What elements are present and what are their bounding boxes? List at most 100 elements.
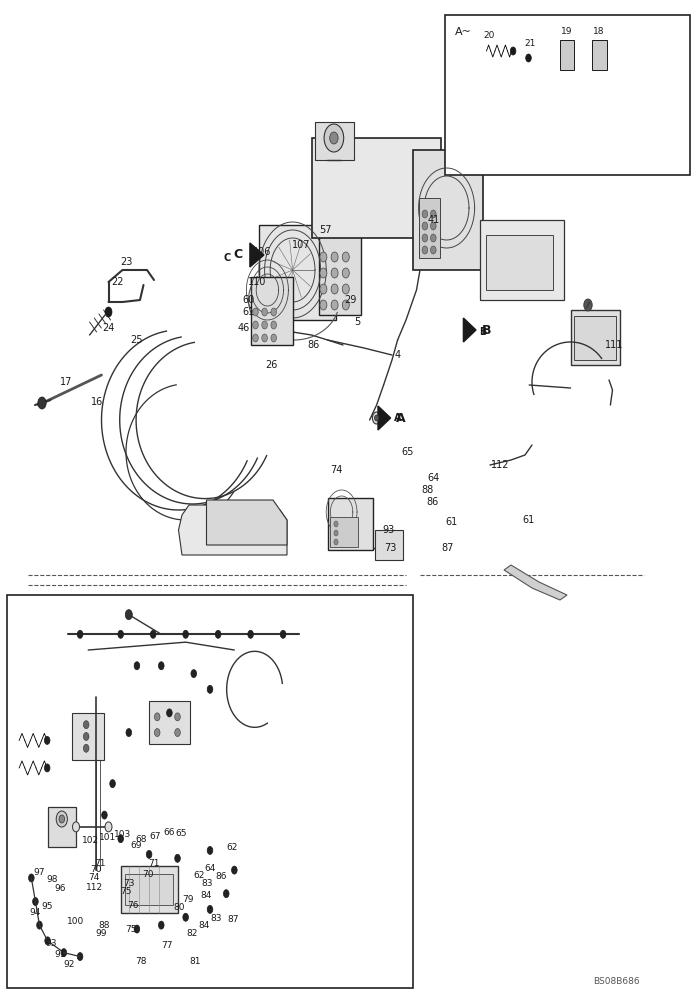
Circle shape bbox=[271, 334, 277, 342]
Polygon shape bbox=[463, 318, 476, 342]
Circle shape bbox=[334, 530, 338, 536]
Circle shape bbox=[125, 610, 132, 620]
Circle shape bbox=[430, 246, 436, 254]
Circle shape bbox=[334, 539, 338, 545]
Text: 60: 60 bbox=[242, 295, 255, 305]
Bar bbox=[486, 235, 553, 290]
Circle shape bbox=[320, 284, 327, 294]
Polygon shape bbox=[378, 406, 391, 430]
Text: 65: 65 bbox=[401, 447, 414, 457]
Circle shape bbox=[330, 132, 338, 144]
Bar bbox=[570, 310, 620, 365]
Bar bbox=[120, 866, 178, 913]
Bar bbox=[374, 530, 402, 560]
Circle shape bbox=[271, 321, 277, 329]
Circle shape bbox=[105, 307, 112, 317]
Text: 71: 71 bbox=[94, 859, 106, 868]
Text: 100: 100 bbox=[66, 917, 84, 926]
Polygon shape bbox=[206, 500, 287, 545]
Text: B: B bbox=[482, 324, 491, 336]
Bar bbox=[48, 807, 76, 847]
Circle shape bbox=[155, 729, 160, 737]
Circle shape bbox=[134, 662, 140, 670]
Circle shape bbox=[175, 854, 181, 862]
Text: 4: 4 bbox=[395, 350, 400, 360]
Text: 73: 73 bbox=[123, 879, 134, 888]
Circle shape bbox=[262, 308, 267, 316]
Text: 22: 22 bbox=[111, 277, 124, 287]
Bar bbox=[560, 40, 574, 70]
Text: 62: 62 bbox=[193, 871, 204, 880]
Circle shape bbox=[83, 744, 89, 752]
Circle shape bbox=[102, 811, 107, 819]
Circle shape bbox=[271, 308, 277, 316]
Bar bbox=[312, 138, 441, 238]
Circle shape bbox=[342, 252, 349, 262]
Circle shape bbox=[248, 630, 253, 638]
Text: 83: 83 bbox=[210, 914, 222, 923]
Circle shape bbox=[324, 124, 344, 152]
Bar bbox=[7, 595, 413, 988]
Text: 81: 81 bbox=[189, 957, 201, 966]
Text: 5: 5 bbox=[354, 317, 360, 327]
Text: 20: 20 bbox=[483, 31, 494, 40]
Text: 103: 103 bbox=[114, 830, 132, 839]
Text: 65: 65 bbox=[176, 829, 188, 838]
Text: 74: 74 bbox=[89, 873, 100, 882]
Text: 77: 77 bbox=[162, 941, 173, 950]
Circle shape bbox=[223, 890, 229, 898]
Bar bbox=[413, 150, 483, 270]
Circle shape bbox=[118, 835, 123, 843]
Circle shape bbox=[126, 729, 132, 737]
Circle shape bbox=[83, 721, 89, 729]
Circle shape bbox=[118, 630, 123, 638]
Bar bbox=[72, 713, 104, 760]
Circle shape bbox=[183, 913, 188, 921]
Circle shape bbox=[253, 308, 258, 316]
Text: 17: 17 bbox=[60, 377, 73, 387]
Circle shape bbox=[44, 764, 50, 772]
Circle shape bbox=[77, 953, 83, 961]
Text: 18: 18 bbox=[594, 27, 605, 36]
Circle shape bbox=[331, 300, 338, 310]
Text: C: C bbox=[224, 253, 231, 263]
Bar bbox=[328, 498, 373, 550]
Bar bbox=[444, 15, 690, 175]
Bar bbox=[592, 40, 607, 70]
Text: 112: 112 bbox=[491, 460, 510, 470]
Circle shape bbox=[334, 521, 338, 527]
Bar bbox=[419, 198, 440, 258]
Text: 94: 94 bbox=[29, 908, 41, 917]
Circle shape bbox=[105, 822, 112, 832]
Text: 23: 23 bbox=[120, 257, 132, 267]
Text: 64: 64 bbox=[428, 473, 440, 483]
Text: 86: 86 bbox=[307, 340, 320, 350]
Circle shape bbox=[430, 234, 436, 242]
Circle shape bbox=[430, 222, 436, 230]
Circle shape bbox=[155, 713, 160, 721]
Text: B: B bbox=[480, 327, 486, 337]
Circle shape bbox=[320, 300, 327, 310]
Circle shape bbox=[207, 685, 213, 693]
Text: 70: 70 bbox=[143, 870, 154, 879]
Text: 24: 24 bbox=[102, 323, 115, 333]
Bar bbox=[259, 225, 336, 320]
Text: 79: 79 bbox=[182, 895, 193, 904]
Text: 97: 97 bbox=[33, 868, 44, 877]
Bar bbox=[574, 316, 616, 360]
Circle shape bbox=[207, 905, 213, 913]
Text: 61: 61 bbox=[445, 517, 458, 527]
Polygon shape bbox=[250, 243, 264, 267]
Circle shape bbox=[150, 630, 156, 638]
Circle shape bbox=[38, 397, 46, 409]
Circle shape bbox=[232, 866, 237, 874]
Text: 87: 87 bbox=[228, 915, 239, 924]
Text: 86: 86 bbox=[215, 872, 227, 881]
Circle shape bbox=[73, 822, 80, 832]
Text: 75: 75 bbox=[125, 925, 136, 934]
Circle shape bbox=[526, 54, 531, 62]
Text: 25: 25 bbox=[130, 335, 143, 345]
Text: 88: 88 bbox=[98, 921, 109, 930]
Polygon shape bbox=[178, 505, 287, 555]
Text: 106: 106 bbox=[253, 247, 272, 257]
